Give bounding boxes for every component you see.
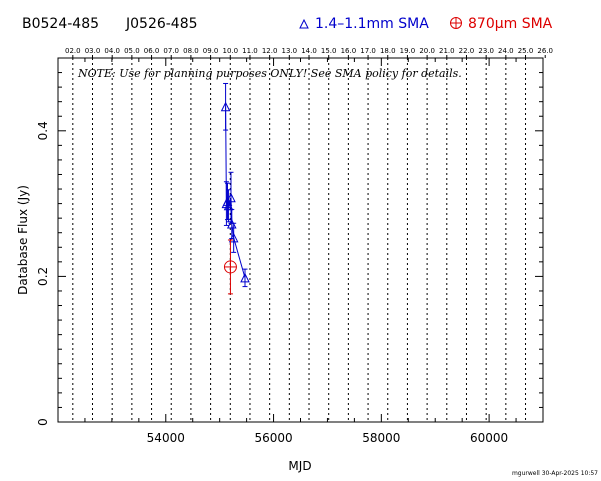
data-point bbox=[220, 82, 231, 131]
top-axis-tick-label: 14.0 bbox=[301, 47, 317, 55]
x-axis-tick-label: 60000 bbox=[470, 431, 508, 445]
top-axis-tick-label: 05.0 bbox=[124, 47, 140, 55]
x-axis-tick-label: 58000 bbox=[362, 431, 400, 445]
legend-band7-label: 870μm SMA bbox=[468, 16, 553, 32]
top-axis-tick-label: 02.0 bbox=[65, 47, 81, 55]
top-axis-tick-label: 23.0 bbox=[478, 47, 494, 55]
triangle-marker bbox=[240, 272, 250, 283]
source-name-b1950: B0524-485 bbox=[22, 16, 99, 32]
x-axis: 54000 56000 58000 60000 bbox=[57, 58, 544, 445]
triangle-marker bbox=[228, 232, 239, 243]
series-marks bbox=[220, 82, 250, 295]
top-axis-tick-label: 22.0 bbox=[459, 47, 475, 55]
top-axis-tick-label: 20.0 bbox=[419, 47, 435, 55]
triangle-marker bbox=[226, 192, 236, 203]
top-axis-tick-label: 15.0 bbox=[321, 47, 337, 55]
data-point bbox=[240, 268, 250, 288]
top-axis-year-labels: 02.0 03.0 04.0 05.0 06.0 07.0 08.0 09.0 10.0 11.0… bbox=[65, 47, 553, 58]
x-axis-label: MJD bbox=[288, 459, 311, 473]
data-point bbox=[228, 222, 239, 253]
top-axis-tick-label: 13.0 bbox=[282, 47, 298, 55]
source-name-j2000: J0526-485 bbox=[125, 16, 198, 32]
top-axis-tick-label: 18.0 bbox=[380, 47, 396, 55]
legend-triangle-icon bbox=[299, 18, 309, 29]
legend-band7: 870μm SMA bbox=[450, 16, 553, 32]
y-axis-tick-label: 0.4 bbox=[36, 121, 50, 140]
y-axis: 0 0.2 0.4 bbox=[36, 57, 543, 426]
legend-band3-label: 1.4–1.1mm SMA bbox=[315, 16, 429, 32]
top-axis-tick-label: 06.0 bbox=[144, 47, 160, 55]
plot-frame bbox=[57, 57, 544, 423]
data-point bbox=[223, 239, 237, 295]
top-axis-tick-label: 08.0 bbox=[183, 47, 199, 55]
top-axis-tick-label: 11.0 bbox=[242, 47, 258, 55]
top-axis-tick-label: 21.0 bbox=[439, 47, 455, 55]
triangle-marker bbox=[220, 101, 231, 112]
top-axis-tick-label: 17.0 bbox=[360, 47, 376, 55]
top-axis-tick-label: 19.0 bbox=[400, 47, 416, 55]
x-axis-tick-label: 56000 bbox=[254, 431, 292, 445]
top-axis-tick-label: 25.0 bbox=[518, 47, 534, 55]
x-axis-tick-label: 54000 bbox=[147, 431, 185, 445]
top-axis-tick-label: 26.0 bbox=[537, 47, 553, 55]
top-axis-tick-label: 24.0 bbox=[498, 47, 514, 55]
planning-note: NOTE: Use for planning purposes ONLY! Se… bbox=[77, 67, 462, 80]
top-axis-tick-label: 09.0 bbox=[203, 47, 219, 55]
top-axis-tick-label: 03.0 bbox=[85, 47, 101, 55]
legend-band3: 1.4–1.1mm SMA bbox=[299, 16, 429, 32]
top-axis-tick-label: 10.0 bbox=[222, 47, 238, 55]
y-axis-label: Database Flux (Jy) bbox=[16, 185, 30, 295]
y-axis-tick-label: 0 bbox=[36, 418, 50, 426]
top-axis-tick-label: 07.0 bbox=[163, 47, 179, 55]
top-axis-tick-label: 12.0 bbox=[262, 47, 278, 55]
footer-stamp: mgurwell 30-Apr-2025 10:57 bbox=[512, 470, 598, 477]
top-axis-tick-label: 04.0 bbox=[104, 47, 120, 55]
top-axis-tick-label: 16.0 bbox=[341, 47, 357, 55]
y-axis-tick-label: 0.2 bbox=[36, 267, 50, 286]
year-grid bbox=[72, 58, 527, 422]
data-point bbox=[226, 171, 236, 224]
